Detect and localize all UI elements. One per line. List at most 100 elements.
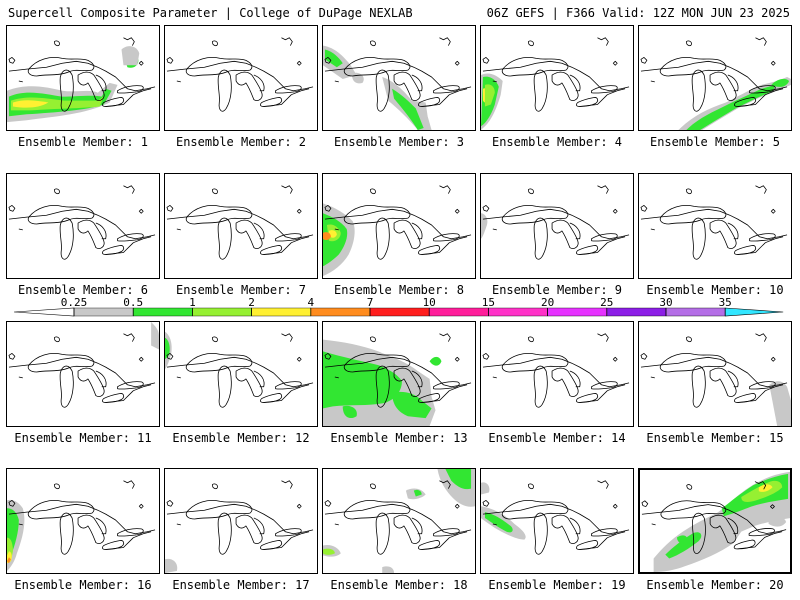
member-map-15[interactable]	[638, 321, 792, 427]
member-map-2[interactable]	[164, 25, 318, 131]
map-svg	[8, 322, 159, 408]
member-map-11[interactable]	[6, 321, 160, 427]
scp-contours	[323, 469, 475, 573]
member-map-1[interactable]	[6, 25, 160, 131]
member-label-14: Ensemble Member: 14	[488, 431, 626, 445]
map-svg	[7, 37, 156, 123]
great-lakes-basemap	[482, 333, 630, 408]
member-map-9[interactable]	[480, 173, 634, 279]
scp-contours	[481, 482, 526, 540]
map-svg	[640, 37, 791, 130]
member-label-8: Ensemble Member: 8	[333, 283, 465, 297]
member-label-19: Ensemble Member: 19	[488, 578, 626, 592]
map-svg	[166, 37, 314, 112]
map-svg	[7, 480, 156, 572]
map-svg	[482, 333, 630, 408]
great-lakes-basemap	[166, 333, 314, 408]
great-lakes-basemap	[324, 185, 472, 260]
member-map-5[interactable]	[638, 25, 792, 131]
legend-tick-label: 0.5	[123, 296, 143, 309]
member-map-6[interactable]	[6, 173, 160, 279]
map-svg	[323, 469, 475, 573]
scp-contours	[769, 381, 791, 426]
member-label-16: Ensemble Member: 16	[14, 578, 152, 592]
great-lakes-basemap	[640, 185, 788, 260]
model-run-info: 06Z GEFS | F366 Valid: 12Z MON JUN 23 20…	[486, 6, 790, 20]
member-map-3[interactable]	[322, 25, 476, 131]
great-lakes-basemap	[8, 185, 156, 260]
scp-contours	[151, 322, 159, 350]
legend-tick-label: 7	[367, 296, 374, 309]
member-map-16[interactable]	[6, 468, 160, 574]
member-map-10[interactable]	[638, 173, 792, 279]
legend-swatch-above-max	[724, 307, 784, 317]
color-scale-legend: 0.25 0.5 1 2 4 7 10 15 20 25 30 35	[0, 296, 800, 320]
scp-contours	[7, 46, 140, 123]
great-lakes-basemap	[166, 480, 314, 555]
legend-swatch-1	[73, 307, 134, 317]
member-map-14[interactable]	[480, 321, 634, 427]
legend-swatch-below-min	[13, 307, 75, 317]
scp-contours	[653, 471, 790, 572]
member-map-4[interactable]	[480, 25, 634, 131]
member-label-7: Ensemble Member: 7	[175, 283, 307, 297]
great-lakes-basemap	[482, 185, 630, 260]
map-svg	[8, 185, 156, 260]
legend-swatch-11	[665, 307, 726, 317]
legend-swatch-5	[310, 307, 371, 317]
member-map-7[interactable]	[164, 173, 318, 279]
member-map-17[interactable]	[164, 468, 318, 574]
member-map-18[interactable]	[322, 468, 476, 574]
legend-swatch-2	[132, 307, 193, 317]
map-svg	[323, 333, 472, 426]
map-svg	[323, 185, 472, 277]
scp-contours	[481, 213, 488, 239]
member-label-3: Ensemble Member: 3	[333, 135, 465, 149]
legend-swatch-3	[192, 307, 252, 317]
great-lakes-basemap	[8, 480, 156, 555]
map-svg	[166, 185, 314, 260]
legend-tick-label: 30	[659, 296, 672, 309]
member-label-4: Ensemble Member: 4	[491, 135, 623, 149]
member-label-5: Ensemble Member: 5	[649, 135, 781, 149]
member-map-19[interactable]	[480, 468, 634, 574]
map-svg	[323, 37, 472, 130]
legend-swatch-4	[251, 307, 312, 317]
legend-tick-label: 25	[600, 296, 613, 309]
legend-swatch-10	[606, 307, 667, 317]
great-lakes-basemap	[640, 333, 788, 408]
scp-contours	[165, 558, 178, 573]
great-lakes-basemap	[324, 480, 472, 555]
member-label-20: Ensemble Member: 20	[646, 578, 784, 592]
member-label-9: Ensemble Member: 9	[491, 283, 623, 297]
great-lakes-basemap	[324, 37, 472, 112]
map-svg	[481, 37, 630, 130]
map-svg	[165, 331, 314, 408]
member-label-10: Ensemble Member: 10	[646, 283, 784, 297]
legend-tick-label: 20	[541, 296, 554, 309]
map-svg	[481, 480, 630, 555]
legend-tick-label: 15	[482, 296, 495, 309]
member-label-2: Ensemble Member: 2	[175, 135, 307, 149]
great-lakes-basemap	[166, 37, 314, 112]
great-lakes-basemap	[482, 37, 630, 112]
member-label-12: Ensemble Member: 12	[172, 431, 310, 445]
legend-swatch-7	[429, 307, 489, 317]
member-map-20[interactable]	[638, 468, 792, 574]
legend-tick-label: 1	[189, 296, 196, 309]
legend-swatch-9	[547, 307, 607, 317]
member-label-15: Ensemble Member: 15	[646, 431, 784, 445]
scp-contours	[323, 203, 355, 277]
legend-tick-label: 10	[423, 296, 436, 309]
member-map-12[interactable]	[164, 321, 318, 427]
map-svg	[165, 480, 314, 573]
great-lakes-basemap	[324, 333, 472, 408]
map-svg	[640, 333, 791, 426]
great-lakes-basemap	[641, 481, 787, 554]
legend-swatch-6	[369, 307, 430, 317]
member-map-8[interactable]	[322, 173, 476, 279]
legend-swatch-8	[488, 307, 548, 317]
great-lakes-basemap	[166, 185, 314, 260]
legend-tick-label: 35	[719, 296, 732, 309]
member-map-13[interactable]	[322, 321, 476, 427]
